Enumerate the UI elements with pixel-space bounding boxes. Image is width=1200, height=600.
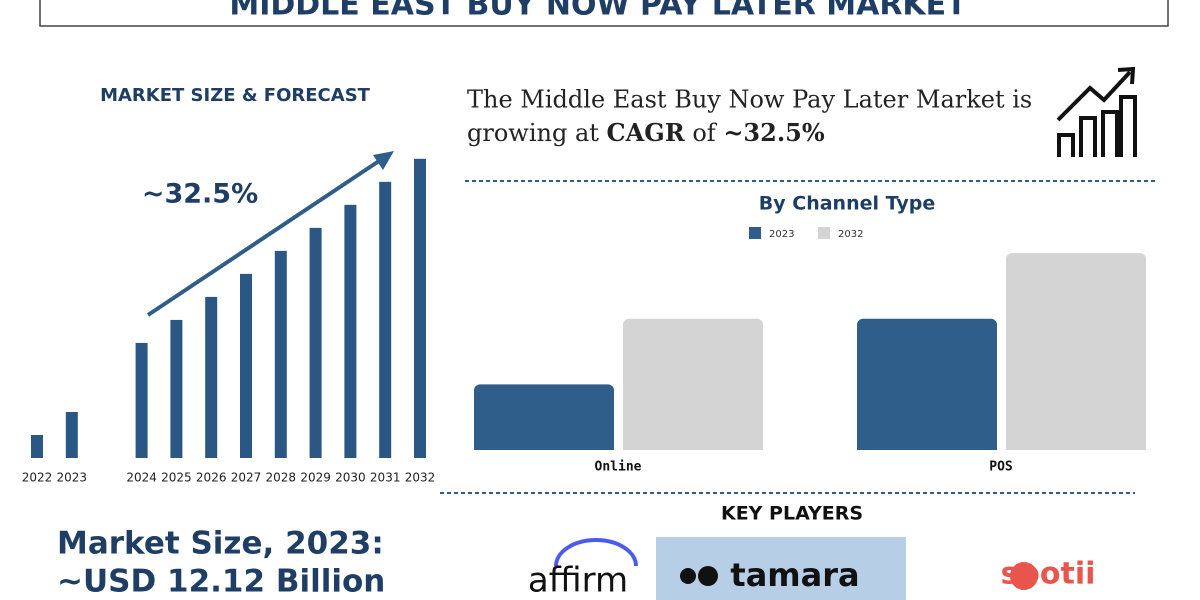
growth-text: of — [685, 119, 724, 147]
bar — [1006, 253, 1146, 450]
affirm-arc — [554, 538, 638, 567]
x-tick-label: 2026 — [196, 471, 227, 485]
x-tick-label: Online — [595, 460, 642, 475]
bar — [65, 411, 78, 458]
bar — [135, 342, 148, 458]
growth-line-2: growing at CAGR of ~32.5% — [467, 118, 825, 147]
growth-icon — [1056, 66, 1137, 157]
x-tick-label: 2028 — [266, 471, 297, 485]
legend-label: 2032 — [838, 229, 863, 240]
x-tick-label: 2023 — [57, 471, 88, 485]
bar — [309, 227, 322, 458]
player-logo: tamara — [730, 556, 859, 594]
key-players-title: KEY PLAYERS — [721, 503, 863, 525]
bar — [857, 318, 997, 450]
x-tick-label: 2032 — [405, 471, 436, 485]
tamara-dot — [698, 566, 718, 586]
growth-rate: ~32.5% — [723, 118, 825, 147]
spotii-icon — [1010, 562, 1038, 590]
tamara-box — [656, 537, 906, 600]
title-box — [39, 0, 1169, 27]
bar — [379, 181, 392, 458]
x-tick-label: POS — [989, 460, 1013, 475]
bar — [31, 434, 43, 458]
legend-swatch — [818, 227, 830, 239]
growth-cagr: CAGR — [607, 118, 686, 147]
bar-base — [857, 444, 997, 450]
x-tick-label: 2025 — [161, 471, 192, 485]
bar-base — [623, 444, 763, 450]
tamara-dot — [680, 568, 696, 584]
legend-label: 2023 — [769, 229, 794, 240]
bar — [205, 296, 218, 458]
page-title: MIDDLE EAST BUY NOW PAY LATER MARKET — [229, 0, 967, 23]
trend-arrow — [146, 151, 394, 317]
player-logo: affirm — [528, 561, 628, 600]
bar — [474, 384, 614, 450]
x-tick-label: 2031 — [370, 471, 401, 485]
growth-line-1: The Middle East Buy Now Pay Later Market… — [467, 86, 1032, 114]
x-tick-label: 2022 — [22, 471, 53, 485]
x-tick-label: 2027 — [231, 471, 262, 485]
bar — [623, 318, 763, 450]
x-tick-label: 2029 — [300, 471, 331, 485]
bar-base — [474, 444, 614, 450]
chart-title: MARKET SIZE & FORECAST — [100, 85, 371, 106]
legend-swatch — [749, 227, 761, 239]
market-size-value: ~USD 12.12 Billion — [57, 564, 385, 600]
annotation: ~32.5% — [142, 179, 258, 210]
bar — [240, 273, 252, 458]
bar-base — [1006, 444, 1146, 450]
market-size-label: Market Size, 2023: — [57, 526, 384, 562]
player-logo: spotii — [1001, 557, 1096, 592]
bar — [344, 204, 357, 458]
chart-title: By Channel Type — [759, 193, 935, 215]
growth-text: growing at — [467, 119, 607, 147]
bar — [274, 250, 287, 458]
bar — [414, 158, 426, 458]
x-tick-label: 2024 — [126, 471, 157, 485]
bar — [170, 319, 183, 458]
x-tick-label: 2030 — [335, 471, 366, 485]
